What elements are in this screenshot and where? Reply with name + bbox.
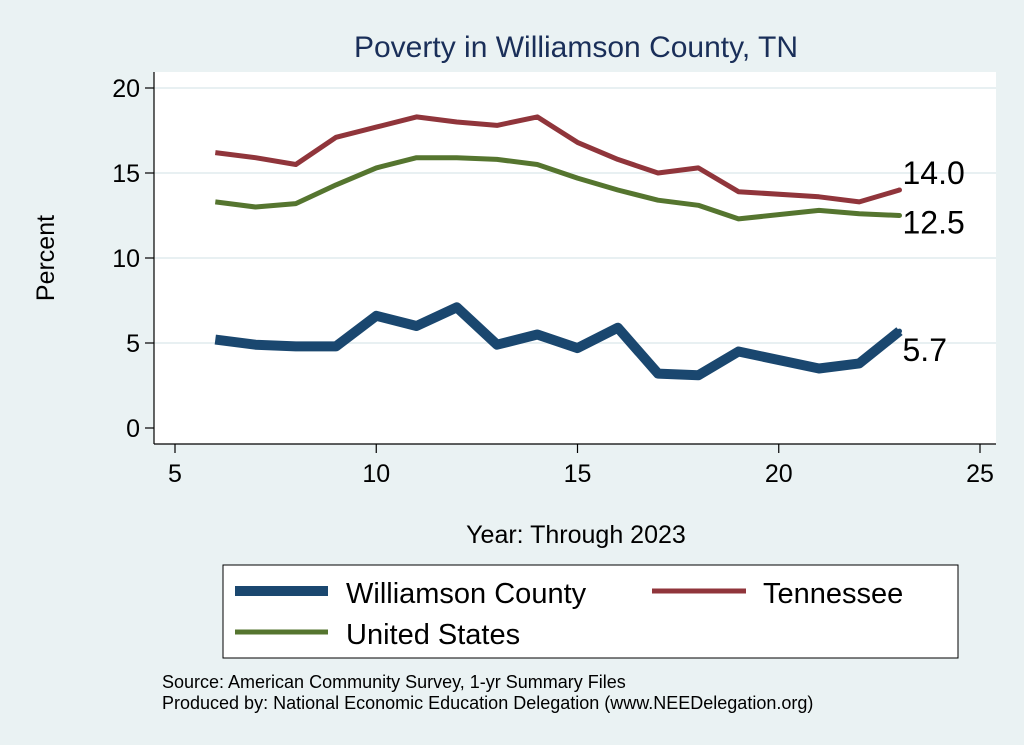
legend-label: Tennessee xyxy=(763,578,903,610)
source-note: Source: American Community Survey, 1-yr … xyxy=(162,672,626,692)
series-line-williamson-county xyxy=(214,302,903,381)
end-labels: 14.0 12.5 5.7 xyxy=(903,155,965,368)
x-tick-label: 10 xyxy=(362,460,390,488)
x-tick-label: 25 xyxy=(966,460,994,488)
legend-label: Williamson County xyxy=(346,578,587,610)
series-line-united-states xyxy=(214,155,900,222)
series-line-tennessee xyxy=(214,114,901,205)
legend-label: United States xyxy=(346,619,520,651)
series-end-point xyxy=(897,328,902,334)
producer-note: Produced by: National Economic Education… xyxy=(162,693,813,713)
end-value-label: 12.5 xyxy=(903,205,965,241)
x-tick-label: 5 xyxy=(168,460,182,488)
y-tick-label: 0 xyxy=(126,415,140,443)
series-end-point xyxy=(897,213,902,218)
y-tick-label: 20 xyxy=(112,75,140,103)
x-tick-label: 20 xyxy=(765,460,793,488)
series-lines xyxy=(214,114,903,381)
y-axis-title: Percent xyxy=(32,215,60,301)
legend: Williamson County Tennessee United States xyxy=(222,564,959,659)
x-tick-label: 15 xyxy=(564,460,592,488)
end-value-label: 5.7 xyxy=(903,332,947,368)
series-end-point xyxy=(897,187,902,193)
x-axis-title: Year: Through 2023 xyxy=(466,521,686,549)
legend-box xyxy=(222,564,959,659)
y-tick-label: 10 xyxy=(112,245,140,273)
chart-title: Poverty in Williamson County, TN xyxy=(354,31,798,64)
y-tick-label: 15 xyxy=(112,160,140,188)
end-value-label: 14.0 xyxy=(903,155,965,191)
y-tick-label: 5 xyxy=(126,330,140,358)
